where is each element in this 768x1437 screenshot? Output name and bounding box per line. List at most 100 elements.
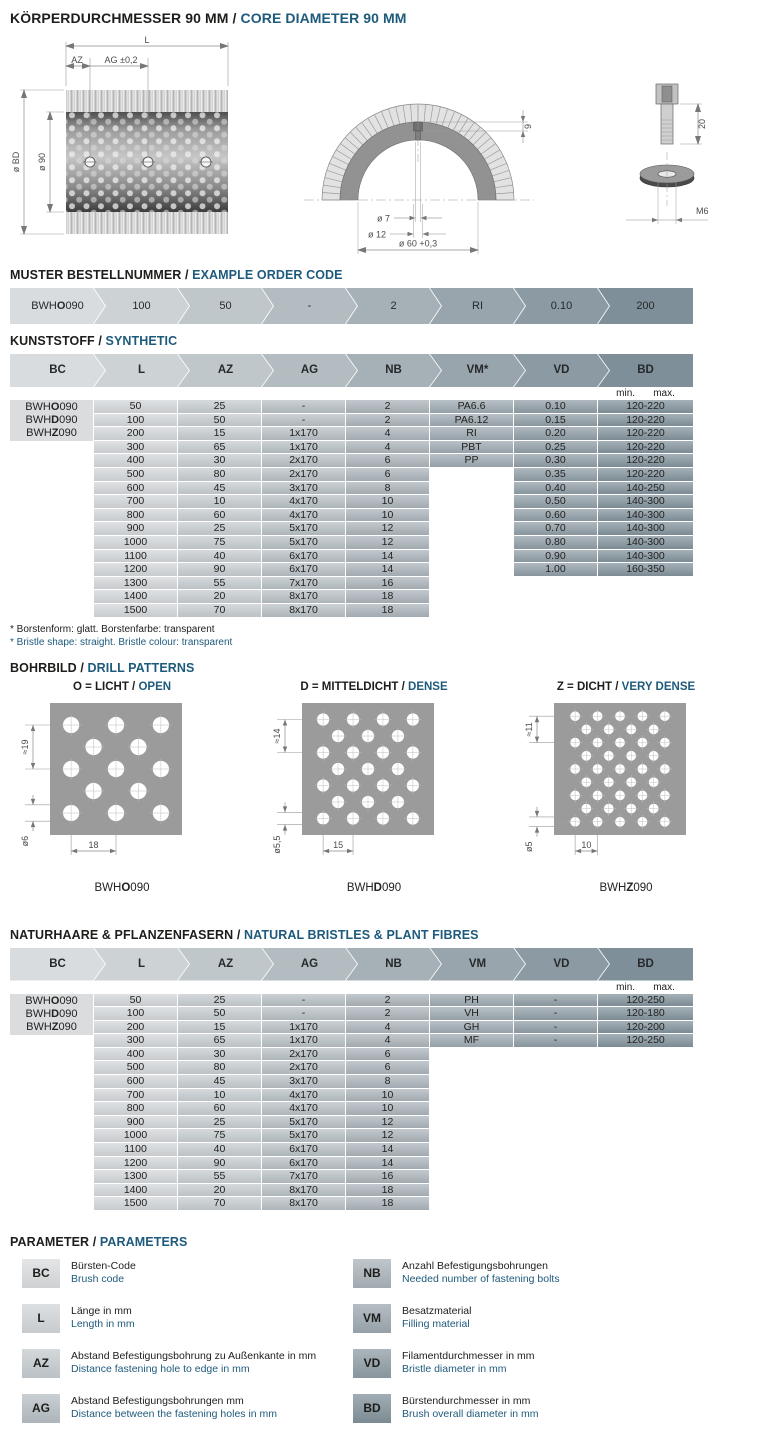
column-nb: 2 2 4 4 6 6 8 10 10 12 12 14 14 16 18 18: [346, 993, 429, 1212]
dim-bore-label: ø 60 +0,3: [399, 239, 437, 249]
natural-table-header: BC L AZ AG NB VM VD BD: [10, 947, 768, 981]
table-cell: 12: [346, 1129, 429, 1143]
table-cell: 6: [346, 1047, 429, 1061]
table-cell: 14: [346, 563, 429, 576]
table-cell: 16: [346, 1170, 429, 1183]
table-cell: 50: [94, 993, 177, 1007]
column-header: AG: [262, 354, 357, 387]
table-cell: 40: [178, 549, 261, 563]
column-l: 50 100 200 300 400 500 600 700 800 900 1000 1100 120…: [94, 993, 177, 1212]
synthetic-table: BC L AZ AG NB VM* VD BD min. max. BWHO090 BWHD090…: [10, 354, 768, 618]
table-cell: 8: [346, 1075, 429, 1088]
table-cell: 120-220: [598, 440, 693, 454]
brush-code: BWHZ090: [26, 1020, 77, 1033]
param-code-box: L: [22, 1304, 60, 1333]
table-cell: 800: [94, 1102, 177, 1115]
table-cell: 4x170: [262, 1088, 345, 1102]
synthetic-table-subheader: min. max.: [10, 387, 768, 400]
param-text-de: Filamentdurchmesser in mm: [402, 1350, 535, 1362]
column-header: VM*: [430, 354, 525, 387]
table-cell: 16: [346, 576, 429, 590]
table-cell: 120-220: [598, 400, 693, 413]
table-cell: 1x170: [262, 427, 345, 440]
table-cell: 10: [178, 1088, 261, 1102]
column-header: AG: [262, 948, 357, 981]
synthetic-heading-sep: /: [94, 334, 106, 348]
bristles-bottom: [66, 212, 228, 234]
table-cell: 1x170: [262, 1020, 345, 1034]
synthetic-table-header: BC L AZ AG NB VM* VD BD: [10, 354, 768, 387]
table-cell: 1400: [94, 590, 177, 603]
table-cell: 120-220: [598, 467, 693, 481]
param-text-en: Brush code: [71, 1273, 125, 1285]
dim-az-label: AZ: [71, 55, 83, 65]
table-cell: 0.30: [514, 454, 597, 467]
table-cell: 10: [178, 495, 261, 508]
column-header: BD: [598, 354, 693, 387]
column-az: 25 50 15 65 30 80 45 10 60 25 75 40 90 55 20 70: [178, 993, 261, 1212]
table-cell: 6x170: [262, 1156, 345, 1170]
table-cell: 70: [178, 1197, 261, 1210]
table-cell: 14: [346, 549, 429, 563]
table-cell: PH: [430, 993, 513, 1007]
table-cell: 20: [178, 1183, 261, 1197]
drill-pattern-very-dense: Z = DICHT / VERY DENSE ≈11 ø5 10 BWHZ090: [514, 681, 766, 894]
table-cell: 3x170: [262, 481, 345, 495]
column-bd: 120-220 120-220 120-220 120-220 120-220 120-2…: [598, 400, 693, 618]
core-band: [339, 121, 497, 201]
parameters-legend: BC Bürsten-Code Brush code L Länge in mm Leng…: [10, 1259, 768, 1437]
table-cell: 0.20: [514, 427, 597, 440]
table-cell: 4: [346, 1020, 429, 1034]
pattern-label: D = MITTELDICHT / DENSE: [300, 680, 448, 693]
table-cell: 700: [94, 1088, 177, 1102]
table-cell: 70: [178, 603, 261, 617]
table-cell: 100: [94, 1007, 177, 1020]
fixing-holes: [83, 156, 213, 168]
brush-code: BWHO090: [25, 994, 78, 1007]
column-header: BC: [10, 948, 105, 981]
table-cell: 6x170: [262, 1143, 345, 1156]
dim-cbore-label: ø 12: [368, 230, 386, 240]
page-title: KÖRPERDURCHMESSER 90 MM / CORE DIAMETER …: [10, 10, 768, 26]
table-cell: 5x170: [262, 535, 345, 549]
column-header: VD: [514, 948, 609, 981]
table-cell: 120-250: [598, 993, 693, 1007]
table-cell: -: [514, 1007, 597, 1020]
table-cell: 4: [346, 427, 429, 440]
bristles-top: [66, 90, 228, 112]
table-cell: 0.35: [514, 467, 597, 481]
param-text-de: Bürsten-Code: [71, 1260, 136, 1272]
column-ag: - -1x170 1x170 2x170 2x170 3x170 4x170 4x170 5x1…: [262, 400, 345, 618]
column-header: AZ: [178, 354, 273, 387]
column-vd: 0.10 0.15 0.20 0.25 0.30 0.35 0.40 0.50 0.60 0.70…: [514, 400, 597, 618]
params-heading-de: PARAMETER: [10, 1235, 90, 1249]
table-cell: 0.50: [514, 495, 597, 508]
table-cell: 1200: [94, 1156, 177, 1170]
param-text-de: Bürstendurchmesser in mm: [402, 1395, 531, 1407]
table-cell: 1200: [94, 563, 177, 576]
param-code-box: BD: [353, 1394, 391, 1423]
table-cell: 12: [346, 535, 429, 549]
table-cell: VH: [430, 1007, 513, 1020]
table-cell: 140-250: [598, 481, 693, 495]
table-cell: 200: [94, 427, 177, 440]
thread-size-label: M6: [696, 206, 709, 216]
table-cell: 0.90: [514, 549, 597, 563]
table-cell: 60: [178, 1102, 261, 1115]
table-cell: 6: [346, 467, 429, 481]
table-cell: 25: [178, 993, 261, 1007]
dim-ag-label: AG ±0,2: [105, 55, 138, 65]
parameters-heading: PARAMETER / PARAMETERS: [10, 1235, 768, 1249]
bc-codes-box: BWHO090 BWHD090 BWHZ090: [10, 993, 93, 1035]
param-text-en: Distance between the fastening holes in …: [71, 1408, 278, 1420]
param-text-en: Needed number of fastening bolts: [402, 1273, 560, 1285]
table-cell: 2: [346, 400, 429, 413]
table-cell: 15: [178, 1020, 261, 1034]
table-cell: 8x170: [262, 590, 345, 603]
table-cell: 12: [346, 1115, 429, 1129]
table-cell: 7x170: [262, 1170, 345, 1183]
table-cell: 14: [346, 1143, 429, 1156]
order-code-segment: 200: [598, 288, 693, 324]
table-cell: 14: [346, 1156, 429, 1170]
dim-length-label: L: [144, 35, 149, 45]
